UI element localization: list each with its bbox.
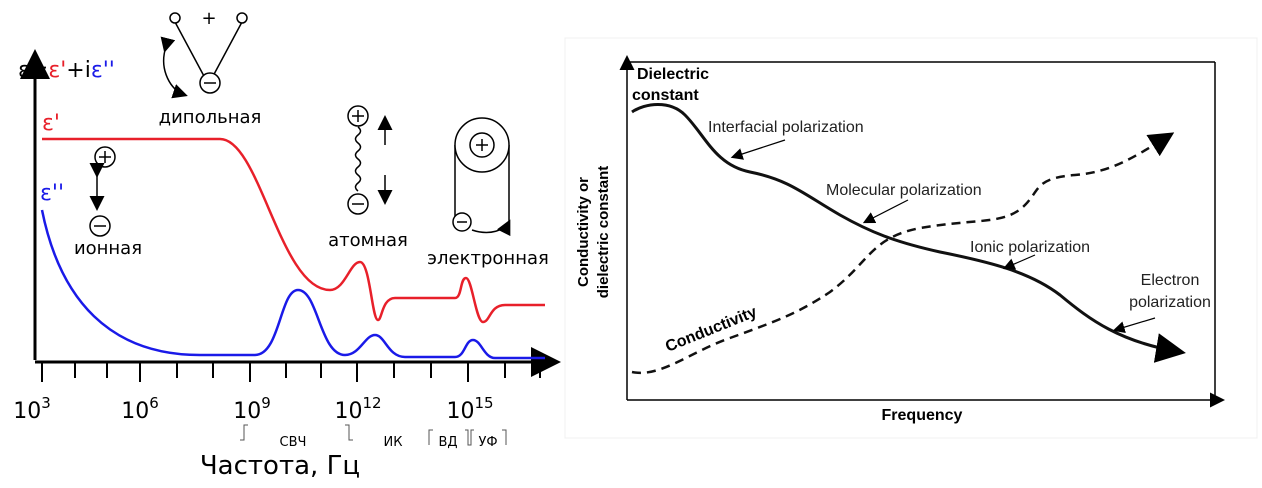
annotation: Molecular polarization: [826, 182, 982, 199]
dipole-label: дипольная: [159, 107, 262, 128]
atomic-label: атомная: [328, 230, 408, 251]
x-axis-label: Частота, Гц: [200, 451, 360, 481]
dipole-sign: +: [201, 8, 216, 29]
x-tick-label: 106: [121, 394, 159, 424]
atomic-icon: [348, 106, 385, 214]
x-tick-label: 1015: [446, 394, 493, 424]
annotation: Interfacial polarization: [708, 119, 864, 136]
x-tick-labels: 103 106 109 1012 1015: [13, 394, 493, 424]
x-tick-label: 109: [233, 394, 271, 424]
ionic-icon: [90, 147, 115, 236]
ionic-label: ионная: [74, 238, 142, 259]
electronic-label: электронная: [427, 248, 549, 269]
band-label: СВЧ: [280, 435, 307, 450]
electronic-icon: [453, 118, 509, 232]
x-tick-label: 103: [13, 394, 51, 424]
eps-real-label: ε': [42, 111, 60, 136]
ticks: [42, 362, 540, 382]
band-label: ИК: [384, 435, 403, 450]
x-axis-label: Frequency: [882, 407, 963, 424]
band-label: УФ: [478, 435, 497, 450]
band-label: ВД: [438, 435, 457, 450]
x-tick-label: 1012: [334, 394, 381, 424]
left-panel: ε=ε'+iε'' ε' ε'' + дипольная ионная атом…: [13, 8, 555, 481]
eps-imag-label: ε'': [40, 181, 64, 206]
figure: ε=ε'+iε'' ε' ε'' + дипольная ионная атом…: [0, 0, 1262, 483]
annotation: Ionic polarization: [970, 239, 1090, 256]
equation: ε=ε'+iε'': [18, 58, 115, 83]
